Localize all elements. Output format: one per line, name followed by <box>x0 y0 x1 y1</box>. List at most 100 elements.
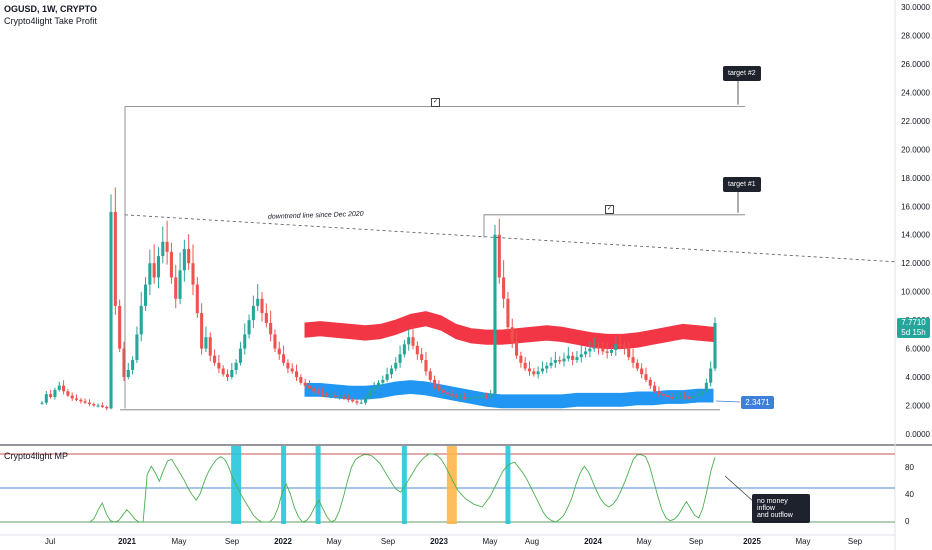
candle-body <box>666 395 670 397</box>
candle-body <box>251 305 255 321</box>
candle-body <box>527 368 532 372</box>
candle-body <box>221 368 225 375</box>
candle-body <box>351 399 355 402</box>
candle-body <box>355 401 359 403</box>
candle-body <box>294 371 299 378</box>
price-bands <box>304 311 714 409</box>
osc-tick-label: 40 <box>905 490 914 499</box>
candle-body <box>53 389 57 397</box>
candle-body <box>402 344 406 355</box>
candle-body <box>575 357 579 360</box>
candle-body <box>445 392 450 395</box>
symbol-title: OGUSD, 1W, CRYPTO <box>4 4 98 14</box>
candle-body <box>100 405 104 407</box>
y-tick-label: 12.0000 <box>901 259 930 268</box>
sub-indicator-title: Crypto4light MP <box>4 451 69 461</box>
candle-body <box>687 396 691 399</box>
no-money-pointer <box>724 475 755 503</box>
candle-body <box>502 277 506 299</box>
x-tick-label: Sep <box>848 537 863 546</box>
candle-body <box>307 385 312 389</box>
candle-body <box>312 388 316 392</box>
candle-body <box>394 362 398 369</box>
candle-body <box>471 396 475 399</box>
candle-body <box>631 357 635 363</box>
chart-overlays: downtrend line since Dec 2020 <box>120 80 896 411</box>
candle-body <box>536 371 540 375</box>
candle-body <box>286 362 290 369</box>
osc-signal-bar <box>315 446 321 524</box>
candle-body <box>49 394 53 397</box>
candle-body <box>79 399 83 402</box>
candle-body <box>256 298 260 306</box>
candle-body <box>200 313 204 349</box>
candle-body <box>532 371 536 375</box>
osc-signal-bar <box>281 446 287 524</box>
candle-body <box>596 347 601 349</box>
target-1-bracket <box>483 214 745 238</box>
candle-body <box>566 355 570 359</box>
osc-tick-label: 0 <box>905 517 910 526</box>
indicator-title: Crypto4light Take Profit <box>4 16 97 26</box>
candle-body <box>230 369 234 378</box>
y-tick-label: 14.0000 <box>901 231 930 240</box>
red-resistance-band <box>304 311 714 350</box>
candle-body <box>195 284 199 314</box>
y-tick-label: 2.0000 <box>906 402 931 411</box>
y-tick-label: 24.0000 <box>901 88 930 97</box>
x-tick-label: May <box>795 537 810 546</box>
candle-body <box>62 385 66 392</box>
candle-body <box>165 241 169 252</box>
candle-body <box>126 369 130 378</box>
target-2-callout: target #2 <box>723 66 761 81</box>
candle-body <box>407 337 411 345</box>
candle-body <box>489 394 493 397</box>
osc-tick-label: 80 <box>905 463 914 472</box>
candle-body <box>320 392 324 395</box>
candle-body <box>696 394 700 396</box>
downtrend-label: downtrend line since Dec 2020 <box>268 211 364 221</box>
x-tick-label: May <box>326 537 341 546</box>
candle-body <box>609 350 614 353</box>
last-price-tag: 7.7710 5d 15h <box>897 318 930 338</box>
candle-body <box>118 305 122 349</box>
candle-body <box>225 374 230 378</box>
candle-body <box>333 395 337 397</box>
y-tick-label: 22.0000 <box>901 117 930 126</box>
candle-body <box>545 365 549 369</box>
candle-body <box>299 377 303 383</box>
candle-body <box>243 334 247 349</box>
y-tick-label: 6.0000 <box>906 345 931 354</box>
candle-body <box>213 355 217 363</box>
candle-body <box>70 395 74 399</box>
candle-body <box>40 402 44 404</box>
candle-body <box>359 402 363 404</box>
candle-body <box>368 391 372 397</box>
candle-body <box>187 248 191 264</box>
candle-body <box>674 396 678 399</box>
candle-body <box>135 334 139 360</box>
candle-body <box>480 395 484 397</box>
candle-body <box>325 394 329 396</box>
candle-body <box>385 374 389 380</box>
candle-body <box>519 355 523 363</box>
candle-body <box>713 322 717 369</box>
candle-body <box>523 362 527 369</box>
candle-body <box>131 359 135 370</box>
candle-body <box>109 211 113 409</box>
candle-body <box>57 385 61 390</box>
candle-body <box>588 348 592 352</box>
candle-body <box>627 348 631 358</box>
candle-body <box>174 277 178 299</box>
candle-body <box>549 362 553 366</box>
x-tick-label: May <box>636 537 651 546</box>
x-tick-label: May <box>482 537 497 546</box>
y-tick-label: 0.0000 <box>906 430 931 439</box>
candle-body <box>437 385 441 390</box>
axes: 30.0000 28.0000 26.0000 24.0000 22.0000 20.00… <box>45 3 931 546</box>
candle-body <box>424 359 428 372</box>
candle-body <box>618 344 622 346</box>
x-tick-label: Aug <box>525 537 539 546</box>
x-tick-label: 2021 <box>118 537 136 546</box>
